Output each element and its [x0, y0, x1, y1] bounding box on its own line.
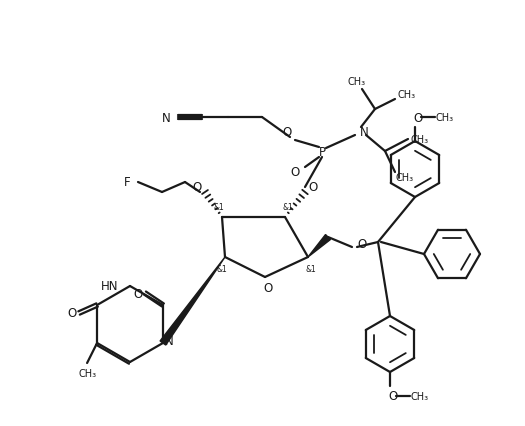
- Text: O: O: [68, 307, 77, 320]
- Text: O: O: [308, 181, 317, 194]
- Text: CH₃: CH₃: [411, 135, 429, 145]
- Text: O: O: [283, 126, 292, 139]
- Text: F: F: [123, 176, 130, 189]
- Text: O: O: [193, 181, 202, 194]
- Text: N: N: [162, 111, 171, 124]
- Text: CH₃: CH₃: [398, 90, 416, 100]
- Text: CH₃: CH₃: [411, 391, 429, 401]
- Text: O: O: [133, 287, 142, 300]
- Text: CH₃: CH₃: [436, 113, 454, 123]
- Text: CH₃: CH₃: [78, 368, 96, 378]
- Text: O: O: [264, 281, 272, 294]
- Text: &1: &1: [282, 203, 293, 212]
- Text: &1: &1: [217, 265, 227, 274]
- Text: N: N: [165, 335, 174, 348]
- Polygon shape: [308, 235, 330, 257]
- Text: CH₃: CH₃: [396, 173, 414, 183]
- Text: &1: &1: [306, 265, 317, 274]
- Text: CH₃: CH₃: [348, 77, 366, 87]
- Polygon shape: [160, 257, 225, 345]
- Text: &1: &1: [214, 203, 224, 212]
- Text: P: P: [319, 146, 326, 159]
- Text: O: O: [291, 166, 300, 179]
- Text: O: O: [388, 390, 397, 403]
- Text: N: N: [360, 126, 369, 139]
- Text: HN: HN: [100, 280, 118, 293]
- Text: O: O: [413, 111, 423, 124]
- Text: O: O: [357, 238, 366, 251]
